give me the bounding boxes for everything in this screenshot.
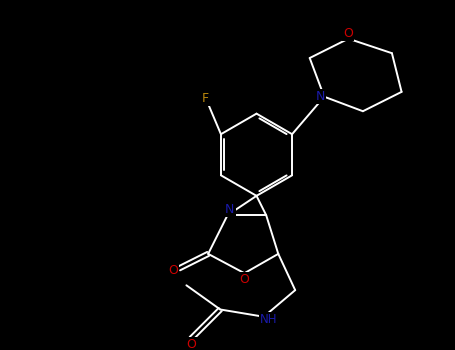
Text: F: F <box>202 92 209 105</box>
Text: O: O <box>186 338 196 350</box>
Text: N: N <box>316 90 325 103</box>
Text: NH: NH <box>260 313 278 326</box>
Text: O: O <box>168 264 178 277</box>
Text: O: O <box>239 273 249 286</box>
Text: N: N <box>225 203 235 216</box>
Text: O: O <box>344 27 354 40</box>
